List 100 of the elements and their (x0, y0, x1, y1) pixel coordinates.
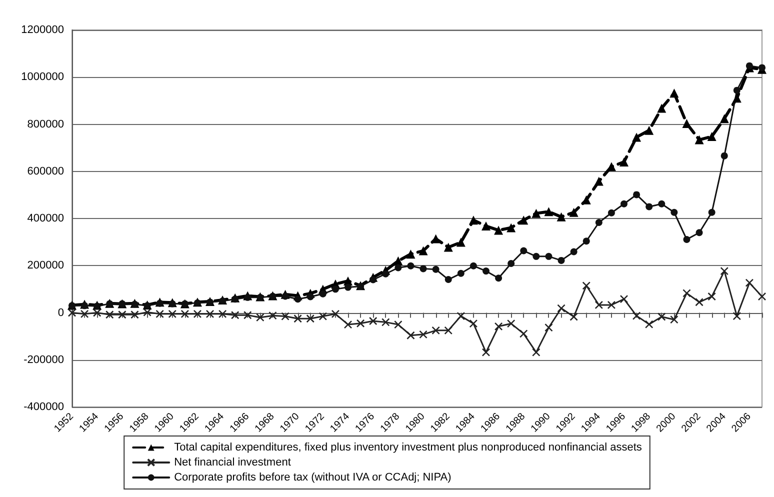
y-tick-label: 0 (58, 306, 64, 319)
point (193, 310, 202, 318)
point (80, 310, 89, 318)
point (646, 203, 653, 210)
point (644, 126, 654, 135)
point (419, 330, 428, 339)
point (594, 176, 604, 186)
point (468, 216, 478, 225)
point (168, 310, 177, 318)
point (494, 322, 503, 331)
point (482, 348, 490, 356)
point (318, 312, 328, 320)
point (670, 208, 678, 216)
point (707, 132, 716, 142)
point (432, 326, 440, 335)
point (469, 319, 478, 328)
point (344, 284, 352, 291)
y-tick-label: 600000 (27, 165, 64, 178)
point (68, 308, 76, 317)
point (456, 312, 466, 320)
legend-label: Net financial investment (174, 456, 291, 468)
point (394, 264, 402, 272)
point (294, 314, 302, 323)
point (570, 312, 578, 321)
point (582, 282, 591, 290)
point (306, 293, 314, 300)
point (495, 274, 502, 282)
point (682, 119, 692, 128)
y-tick-label: -200000 (24, 354, 64, 366)
point (720, 152, 728, 160)
point (156, 310, 164, 318)
point (444, 242, 453, 252)
point (456, 238, 466, 247)
point (470, 262, 477, 270)
y-tick-label: 400000 (27, 212, 64, 224)
y-tick-label: 1200000 (21, 24, 64, 36)
point (556, 212, 566, 222)
point (708, 208, 716, 216)
point (244, 294, 252, 301)
point (218, 310, 227, 318)
y-tick-label: 800000 (27, 118, 64, 130)
point (544, 207, 554, 216)
point (696, 229, 703, 236)
point (720, 266, 729, 276)
legend-label: Corporate profits before tax (without IVA or CCAdj; NIPA) (174, 472, 452, 484)
point (595, 219, 602, 226)
point (420, 265, 427, 272)
point (432, 266, 440, 273)
point (695, 298, 704, 306)
point (758, 292, 766, 301)
point (206, 310, 214, 318)
point (444, 276, 452, 284)
point (658, 200, 666, 208)
point (230, 310, 240, 320)
point (118, 310, 126, 319)
point (406, 250, 416, 259)
point (607, 300, 616, 310)
point (431, 234, 440, 244)
point (682, 289, 691, 298)
point (407, 262, 414, 270)
point (532, 348, 540, 356)
point (105, 310, 114, 319)
point (482, 268, 490, 275)
point (494, 226, 504, 235)
point (657, 104, 666, 113)
point (532, 252, 540, 260)
point (608, 209, 615, 216)
point (81, 302, 88, 310)
point (282, 292, 289, 300)
point (508, 260, 515, 267)
point (370, 276, 377, 284)
point (130, 310, 139, 319)
point (708, 292, 716, 301)
point (620, 294, 628, 304)
y-tick-label: -400000 (24, 401, 64, 413)
point (632, 132, 642, 142)
point (657, 312, 666, 321)
point (557, 304, 566, 312)
point (758, 64, 766, 72)
point (694, 135, 704, 144)
point (356, 319, 365, 328)
point (92, 308, 102, 317)
point (532, 208, 541, 218)
point (344, 320, 352, 329)
legend-label: Total capital expenditures, fixed plus inventory investment plus nonproduced nonfinancial assets (174, 442, 642, 454)
point (506, 319, 516, 328)
point (644, 320, 654, 328)
point (444, 326, 453, 335)
point (381, 318, 390, 326)
point (180, 310, 190, 318)
point (368, 316, 378, 326)
point (418, 246, 428, 256)
point (332, 286, 339, 293)
point (319, 290, 326, 298)
point (732, 312, 742, 320)
point (482, 222, 490, 231)
point (294, 296, 302, 303)
y-tick-label: 200000 (27, 260, 64, 272)
point (406, 331, 415, 340)
point (143, 308, 152, 316)
